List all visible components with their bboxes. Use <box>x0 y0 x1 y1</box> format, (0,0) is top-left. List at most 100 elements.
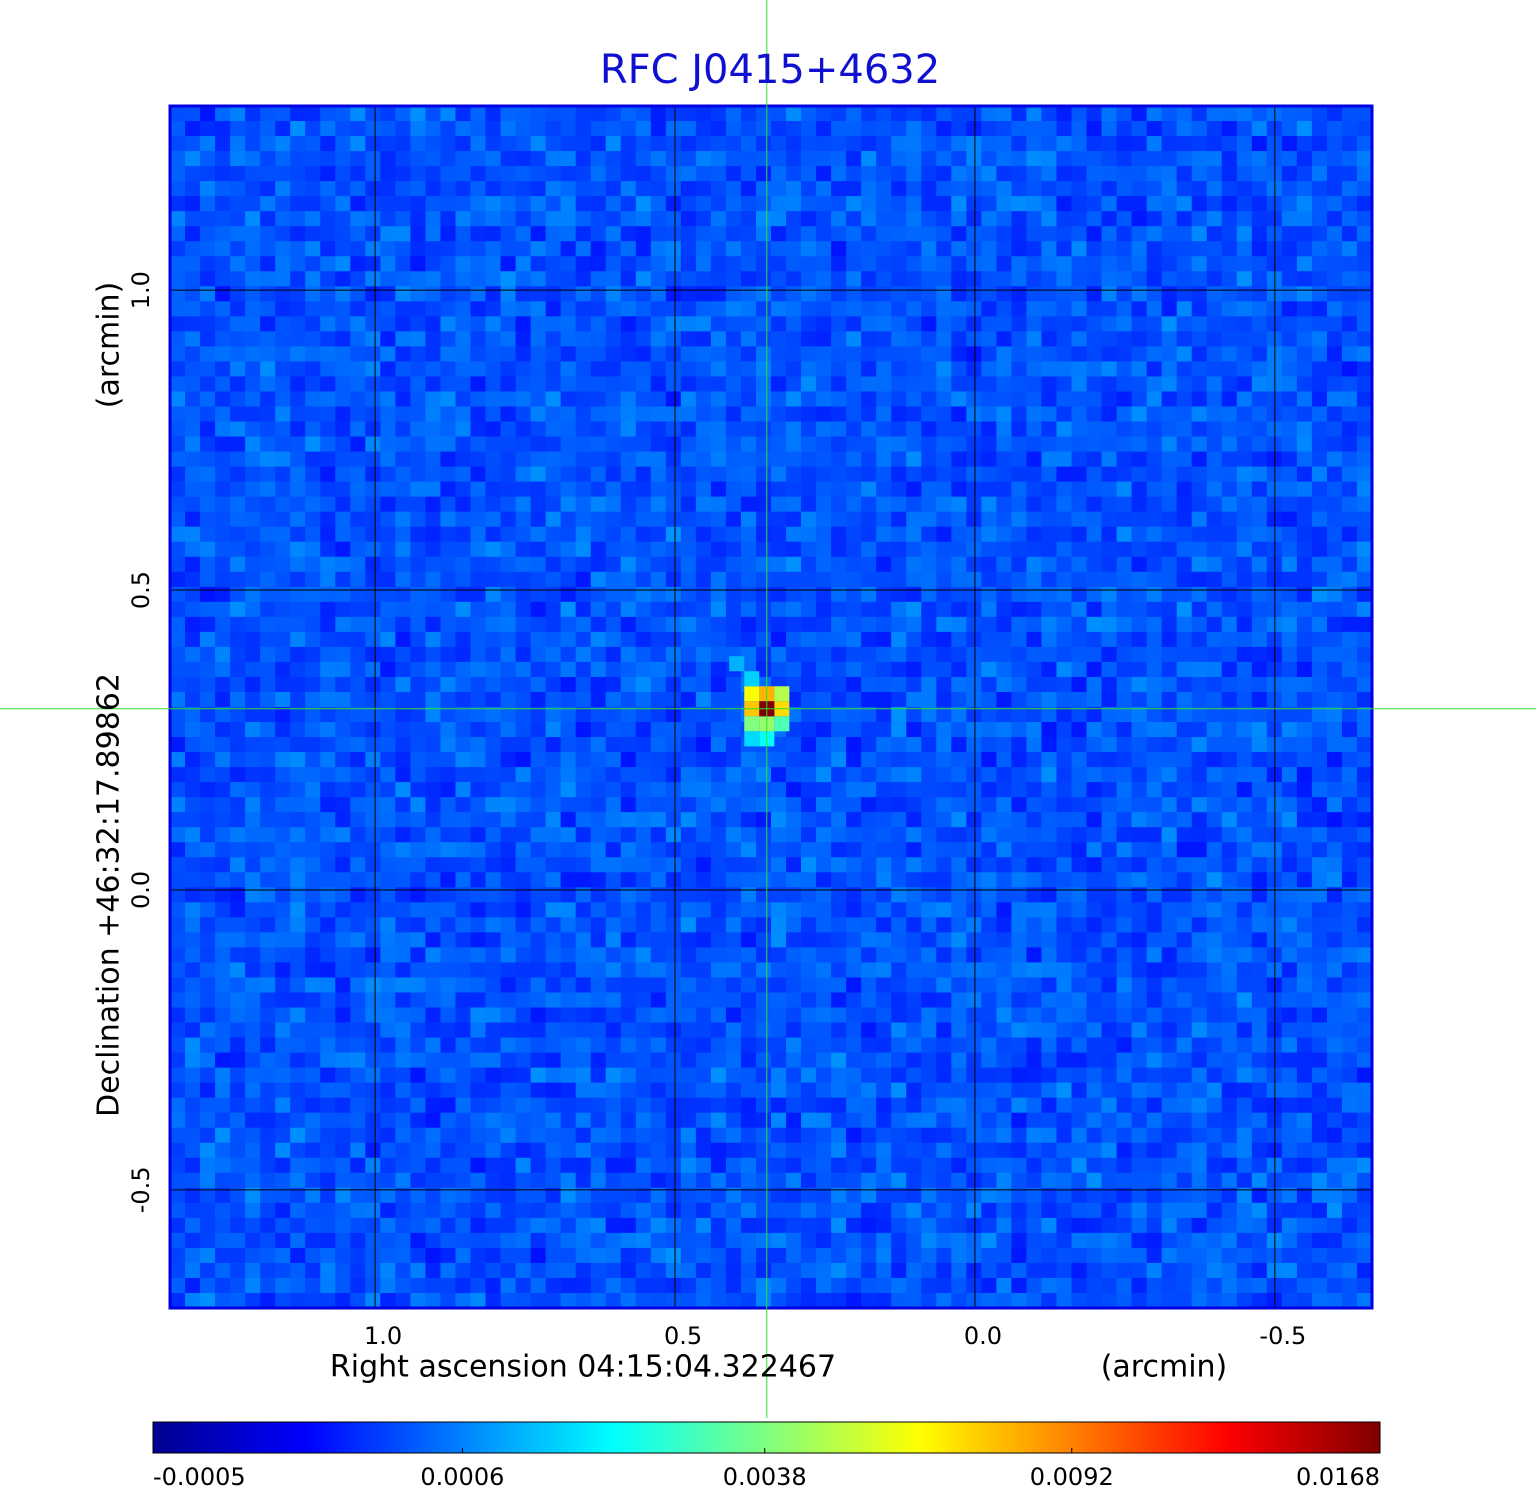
noise-pixel <box>951 571 967 588</box>
noise-pixel <box>861 361 877 378</box>
noise-pixel <box>635 992 652 1009</box>
noise-pixel <box>275 286 291 302</box>
noise-pixel <box>635 211 652 227</box>
noise-pixel <box>1146 707 1163 723</box>
noise-pixel <box>936 226 952 242</box>
noise-pixel <box>365 106 381 122</box>
noise-pixel <box>440 436 457 453</box>
noise-pixel <box>1116 391 1133 408</box>
noise-pixel <box>275 827 291 843</box>
noise-pixel <box>185 722 201 738</box>
noise-pixel <box>680 211 697 227</box>
noise-pixel <box>425 601 442 618</box>
noise-pixel <box>365 421 381 438</box>
noise-pixel <box>215 917 231 933</box>
noise-pixel <box>1131 722 1148 738</box>
noise-pixel <box>740 286 757 302</box>
noise-pixel <box>816 526 832 543</box>
noise-pixel <box>831 241 847 257</box>
noise-pixel <box>590 962 607 979</box>
noise-pixel <box>590 586 607 603</box>
noise-pixel <box>650 316 667 332</box>
noise-pixel <box>1026 406 1043 423</box>
noise-pixel <box>1296 902 1313 918</box>
noise-pixel <box>500 812 517 828</box>
noise-pixel <box>1206 541 1223 558</box>
noise-pixel <box>786 391 802 408</box>
noise-pixel <box>230 136 246 152</box>
noise-pixel <box>755 361 772 378</box>
noise-pixel <box>996 256 1012 272</box>
noise-pixel <box>485 571 502 588</box>
noise-pixel <box>1356 436 1373 453</box>
noise-pixel <box>170 151 186 167</box>
noise-pixel <box>290 887 306 903</box>
noise-pixel <box>590 391 607 408</box>
noise-pixel <box>335 752 351 768</box>
noise-pixel <box>725 1037 742 1054</box>
noise-pixel <box>410 136 427 152</box>
noise-pixel <box>861 271 877 287</box>
noise-pixel <box>966 947 982 964</box>
noise-pixel <box>1251 421 1268 438</box>
noise-pixel <box>605 1037 622 1054</box>
noise-pixel <box>1026 316 1043 332</box>
noise-pixel <box>801 151 817 167</box>
noise-pixel <box>1236 286 1253 302</box>
noise-pixel <box>966 691 982 708</box>
noise-pixel <box>320 406 336 423</box>
noise-pixel <box>230 797 246 813</box>
noise-pixel <box>350 616 366 633</box>
noise-pixel <box>440 556 457 573</box>
noise-pixel <box>1326 406 1343 423</box>
noise-pixel <box>590 977 607 994</box>
noise-pixel <box>1056 151 1073 167</box>
noise-pixel <box>1311 737 1328 753</box>
noise-pixel <box>335 271 351 287</box>
noise-pixel <box>215 151 231 167</box>
noise-pixel <box>740 992 757 1009</box>
noise-pixel <box>1176 511 1193 528</box>
noise-pixel <box>560 211 577 227</box>
noise-pixel <box>680 421 697 438</box>
noise-pixel <box>170 556 186 573</box>
noise-pixel <box>786 887 802 903</box>
noise-pixel <box>1086 421 1103 438</box>
noise-pixel <box>725 451 742 468</box>
noise-pixel <box>335 797 351 813</box>
noise-pixel <box>335 451 351 468</box>
noise-pixel <box>275 917 291 933</box>
noise-pixel <box>1296 857 1313 873</box>
noise-pixel <box>1221 466 1238 483</box>
noise-pixel <box>620 691 637 708</box>
noise-pixel <box>1161 436 1178 453</box>
noise-pixel <box>861 421 877 438</box>
noise-pixel <box>1191 586 1208 603</box>
noise-pixel <box>530 992 547 1009</box>
noise-pixel <box>921 361 937 378</box>
noise-pixel <box>260 256 276 272</box>
noise-pixel <box>981 451 997 468</box>
noise-pixel <box>215 722 231 738</box>
noise-pixel <box>515 767 532 783</box>
noise-pixel <box>966 331 982 347</box>
noise-pixel <box>1176 932 1193 948</box>
noise-pixel <box>891 466 907 483</box>
noise-pixel <box>1326 691 1343 708</box>
noise-pixel <box>710 977 727 994</box>
noise-pixel <box>350 541 366 558</box>
noise-pixel <box>1056 496 1073 513</box>
noise-pixel <box>545 226 562 242</box>
noise-pixel <box>515 331 532 347</box>
noise-pixel <box>455 752 472 768</box>
noise-pixel <box>1101 196 1118 212</box>
noise-pixel <box>305 722 321 738</box>
noise-pixel <box>230 661 246 678</box>
noise-pixel <box>801 1007 817 1024</box>
noise-pixel <box>1296 331 1313 347</box>
noise-pixel <box>725 421 742 438</box>
noise-pixel <box>1356 571 1373 588</box>
noise-pixel <box>1086 496 1103 513</box>
noise-pixel <box>921 481 937 498</box>
noise-pixel <box>1191 887 1208 903</box>
